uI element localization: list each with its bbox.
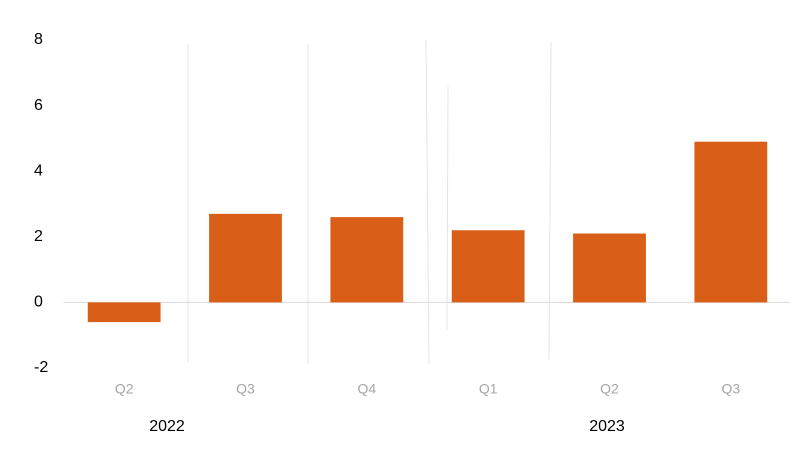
- separator: [446, 85, 449, 331]
- separator: [548, 41, 552, 361]
- x-tick-label: Q3: [721, 381, 740, 397]
- group-label: 2023: [589, 418, 625, 435]
- group-label: 2022: [149, 418, 185, 435]
- bar: [87, 302, 161, 323]
- bar: [694, 141, 768, 303]
- bar: [330, 217, 404, 303]
- separator: [425, 39, 430, 365]
- y-tick-label: 0: [34, 294, 43, 311]
- x-tick-label: Q2: [600, 381, 619, 397]
- bar: [451, 230, 525, 303]
- x-tick-label: Q4: [357, 381, 376, 397]
- y-tick-label: 2: [34, 228, 43, 245]
- y-tick-label: 8: [34, 31, 43, 48]
- bar: [573, 233, 646, 303]
- y-tick-label: 4: [34, 162, 43, 179]
- y-tick-label: 6: [34, 97, 43, 114]
- bar: [209, 213, 282, 303]
- x-tick-label: Q2: [115, 381, 134, 397]
- y-tick-label: -2: [34, 359, 48, 376]
- x-tick-label: Q1: [479, 381, 498, 397]
- x-tick-label: Q3: [236, 381, 255, 397]
